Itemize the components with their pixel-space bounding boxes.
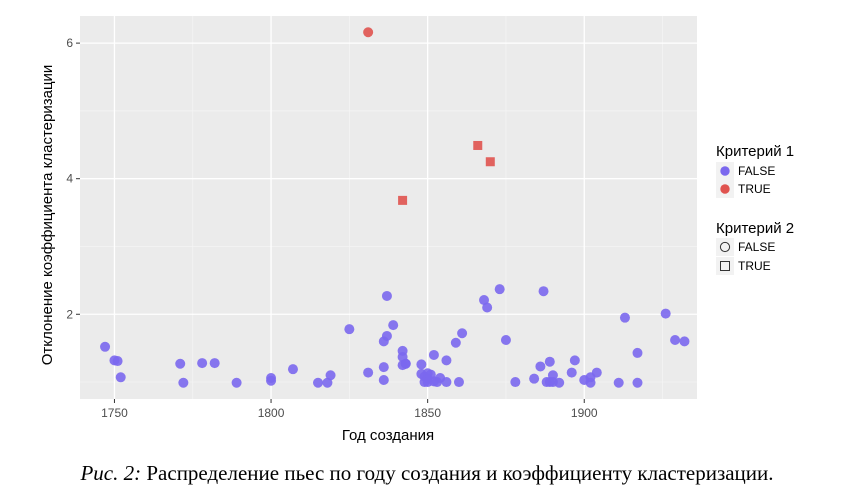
legend-key-bg <box>716 238 734 256</box>
data-point-circle <box>535 361 546 372</box>
data-point-circle <box>591 367 602 378</box>
data-point-circle <box>378 362 389 373</box>
legend-key-square-shape <box>720 261 730 271</box>
data-point-circle <box>453 377 464 388</box>
data-point-circle <box>670 335 681 346</box>
data-point-circle <box>544 356 555 367</box>
data-point-circle <box>482 302 493 313</box>
figure-caption: Рис. 2: Распределение пьес по году созда… <box>0 461 854 486</box>
data-point-circle <box>441 355 452 366</box>
data-point-circle <box>450 337 461 348</box>
data-point-circle <box>325 370 336 381</box>
data-point-circle <box>428 349 439 360</box>
major-gridlines <box>80 16 697 399</box>
legend-title-criterion-2: Критерий 2 <box>716 220 794 237</box>
legend-title-criterion-1: Критерий 1 <box>716 143 794 160</box>
data-point-circle <box>381 330 392 341</box>
legend-key-circle-shape <box>719 241 731 253</box>
data-points <box>100 27 690 388</box>
data-point-circle <box>112 356 123 367</box>
scatter-chart: 1750 1800 1850 1900 2 4 6 Год создания Отклон… <box>39 16 794 444</box>
data-point-circle <box>388 320 399 331</box>
legend-label: FALSE <box>738 240 775 254</box>
data-point-circle <box>494 284 505 295</box>
data-point-circle <box>613 377 624 388</box>
data-point-circle <box>100 341 111 352</box>
data-point-circle <box>378 375 389 386</box>
minor-gridlines <box>80 16 697 399</box>
y-axis-title: Отклонение коэффициента кластеризации <box>39 65 56 366</box>
caption-prefix: Рис. 2: <box>80 461 142 485</box>
data-point-circle <box>538 286 549 297</box>
x-axis-ticks: 1750 1800 1850 1900 <box>101 399 598 420</box>
data-point-circle <box>660 308 671 319</box>
data-point-circle <box>632 347 643 358</box>
legend-key-true-color <box>720 184 730 194</box>
data-point-circle <box>344 324 355 335</box>
y-tick-label: 2 <box>66 307 73 321</box>
data-point-circle <box>554 377 565 388</box>
data-point-circle <box>566 367 577 378</box>
data-point-square <box>485 157 495 167</box>
data-point-circle <box>363 367 374 378</box>
data-point-circle <box>209 358 220 369</box>
legend-key-false-color <box>720 166 730 176</box>
data-point-circle <box>115 372 126 383</box>
legend-label: TRUE <box>738 182 771 196</box>
x-axis-title: Год создания <box>342 427 434 444</box>
y-tick-label: 4 <box>66 172 73 186</box>
data-point-circle <box>197 358 208 369</box>
data-point-circle <box>266 372 277 383</box>
data-point-circle <box>500 335 511 346</box>
data-point-circle <box>175 358 186 369</box>
data-point-circle <box>178 377 189 388</box>
x-tick-label: 1800 <box>258 406 285 420</box>
data-point-circle <box>416 359 427 370</box>
x-tick-label: 1750 <box>101 406 128 420</box>
data-point-circle <box>632 377 643 388</box>
legend-label: TRUE <box>738 259 771 273</box>
data-point-circle <box>619 312 630 323</box>
legend-label: FALSE <box>738 164 775 178</box>
caption-text: Распределение пьес по году создания и ко… <box>141 461 774 485</box>
x-tick-label: 1900 <box>571 406 598 420</box>
data-point-circle <box>457 328 468 339</box>
data-point-circle <box>363 27 374 38</box>
data-point-circle <box>400 358 411 369</box>
data-point-circle <box>529 373 540 384</box>
x-tick-label: 1850 <box>414 406 441 420</box>
data-point-circle <box>441 377 452 388</box>
y-axis-ticks: 2 4 6 <box>66 36 80 321</box>
data-point-square <box>398 195 408 205</box>
y-tick-label: 6 <box>66 36 73 50</box>
legend: Критерий 1 FALSE TRUE Критерий 2 FALSE T… <box>716 143 794 275</box>
data-point-circle <box>231 377 242 388</box>
data-point-circle <box>510 377 521 388</box>
data-point-circle <box>679 336 690 347</box>
legend-key-bg <box>716 257 734 275</box>
data-point-circle <box>313 377 324 388</box>
data-point-circle <box>569 355 580 366</box>
data-point-circle <box>287 364 298 375</box>
data-point-square <box>473 140 483 150</box>
data-point-circle <box>381 290 392 301</box>
